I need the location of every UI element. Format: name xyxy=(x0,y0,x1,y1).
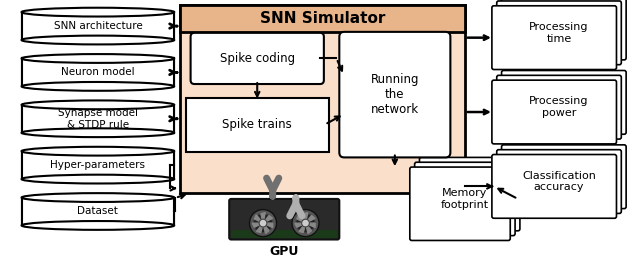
Bar xyxy=(22,105,174,133)
Text: Running
the
network: Running the network xyxy=(371,73,419,116)
Bar xyxy=(22,151,174,179)
FancyBboxPatch shape xyxy=(229,199,339,240)
Circle shape xyxy=(301,219,309,227)
Polygon shape xyxy=(305,216,315,223)
FancyBboxPatch shape xyxy=(502,0,626,60)
Polygon shape xyxy=(305,223,312,233)
FancyBboxPatch shape xyxy=(497,150,621,213)
Polygon shape xyxy=(263,216,273,223)
Bar xyxy=(22,105,174,133)
Circle shape xyxy=(292,209,319,237)
FancyBboxPatch shape xyxy=(502,145,626,209)
Bar xyxy=(22,59,174,86)
Polygon shape xyxy=(254,215,263,223)
Ellipse shape xyxy=(22,128,174,137)
Circle shape xyxy=(253,213,273,233)
Bar xyxy=(22,12,174,40)
FancyBboxPatch shape xyxy=(419,157,520,231)
Text: GPU: GPU xyxy=(269,245,299,257)
Polygon shape xyxy=(297,215,305,223)
Ellipse shape xyxy=(22,100,174,109)
Ellipse shape xyxy=(22,147,174,155)
Polygon shape xyxy=(252,223,263,227)
Polygon shape xyxy=(299,223,305,233)
Ellipse shape xyxy=(22,221,174,230)
Ellipse shape xyxy=(22,82,174,91)
Bar xyxy=(22,151,174,179)
Text: Processing
time: Processing time xyxy=(529,22,589,44)
Bar xyxy=(180,5,465,32)
Text: Spike coding: Spike coding xyxy=(220,52,295,65)
Text: Classification
accuracy: Classification accuracy xyxy=(522,171,596,192)
Text: Neuron model: Neuron model xyxy=(61,67,134,77)
Polygon shape xyxy=(305,223,315,227)
FancyBboxPatch shape xyxy=(191,33,324,84)
Text: Synapse model
& STDP rule: Synapse model & STDP rule xyxy=(58,108,138,130)
Bar xyxy=(231,230,337,237)
FancyBboxPatch shape xyxy=(492,80,616,144)
Polygon shape xyxy=(295,223,305,227)
Circle shape xyxy=(296,213,315,233)
Text: SNN architecture: SNN architecture xyxy=(54,21,142,31)
Bar xyxy=(22,12,174,40)
Text: SNN Simulator: SNN Simulator xyxy=(260,11,385,26)
FancyBboxPatch shape xyxy=(186,98,329,152)
Text: Processing
power: Processing power xyxy=(529,96,589,118)
Circle shape xyxy=(250,209,276,237)
FancyBboxPatch shape xyxy=(339,32,451,157)
Polygon shape xyxy=(257,223,263,233)
FancyBboxPatch shape xyxy=(502,70,626,134)
Ellipse shape xyxy=(22,54,174,63)
Text: Dataset: Dataset xyxy=(77,206,118,216)
FancyBboxPatch shape xyxy=(497,75,621,139)
FancyBboxPatch shape xyxy=(492,154,616,218)
Text: Spike trains: Spike trains xyxy=(222,118,292,131)
Polygon shape xyxy=(303,213,308,223)
Bar xyxy=(180,5,465,193)
Polygon shape xyxy=(261,213,265,223)
Bar xyxy=(22,198,174,225)
Ellipse shape xyxy=(22,175,174,183)
Circle shape xyxy=(259,219,267,227)
Bar xyxy=(22,59,174,86)
Ellipse shape xyxy=(22,36,174,44)
FancyBboxPatch shape xyxy=(410,167,510,241)
Text: Hyper-parameters: Hyper-parameters xyxy=(51,160,145,170)
FancyBboxPatch shape xyxy=(497,1,621,65)
Ellipse shape xyxy=(22,193,174,202)
Polygon shape xyxy=(263,223,273,227)
Text: Memory
footprint: Memory footprint xyxy=(441,188,489,210)
FancyBboxPatch shape xyxy=(415,162,515,236)
Ellipse shape xyxy=(22,8,174,16)
FancyBboxPatch shape xyxy=(492,6,616,70)
Bar xyxy=(22,198,174,225)
Polygon shape xyxy=(263,223,269,233)
